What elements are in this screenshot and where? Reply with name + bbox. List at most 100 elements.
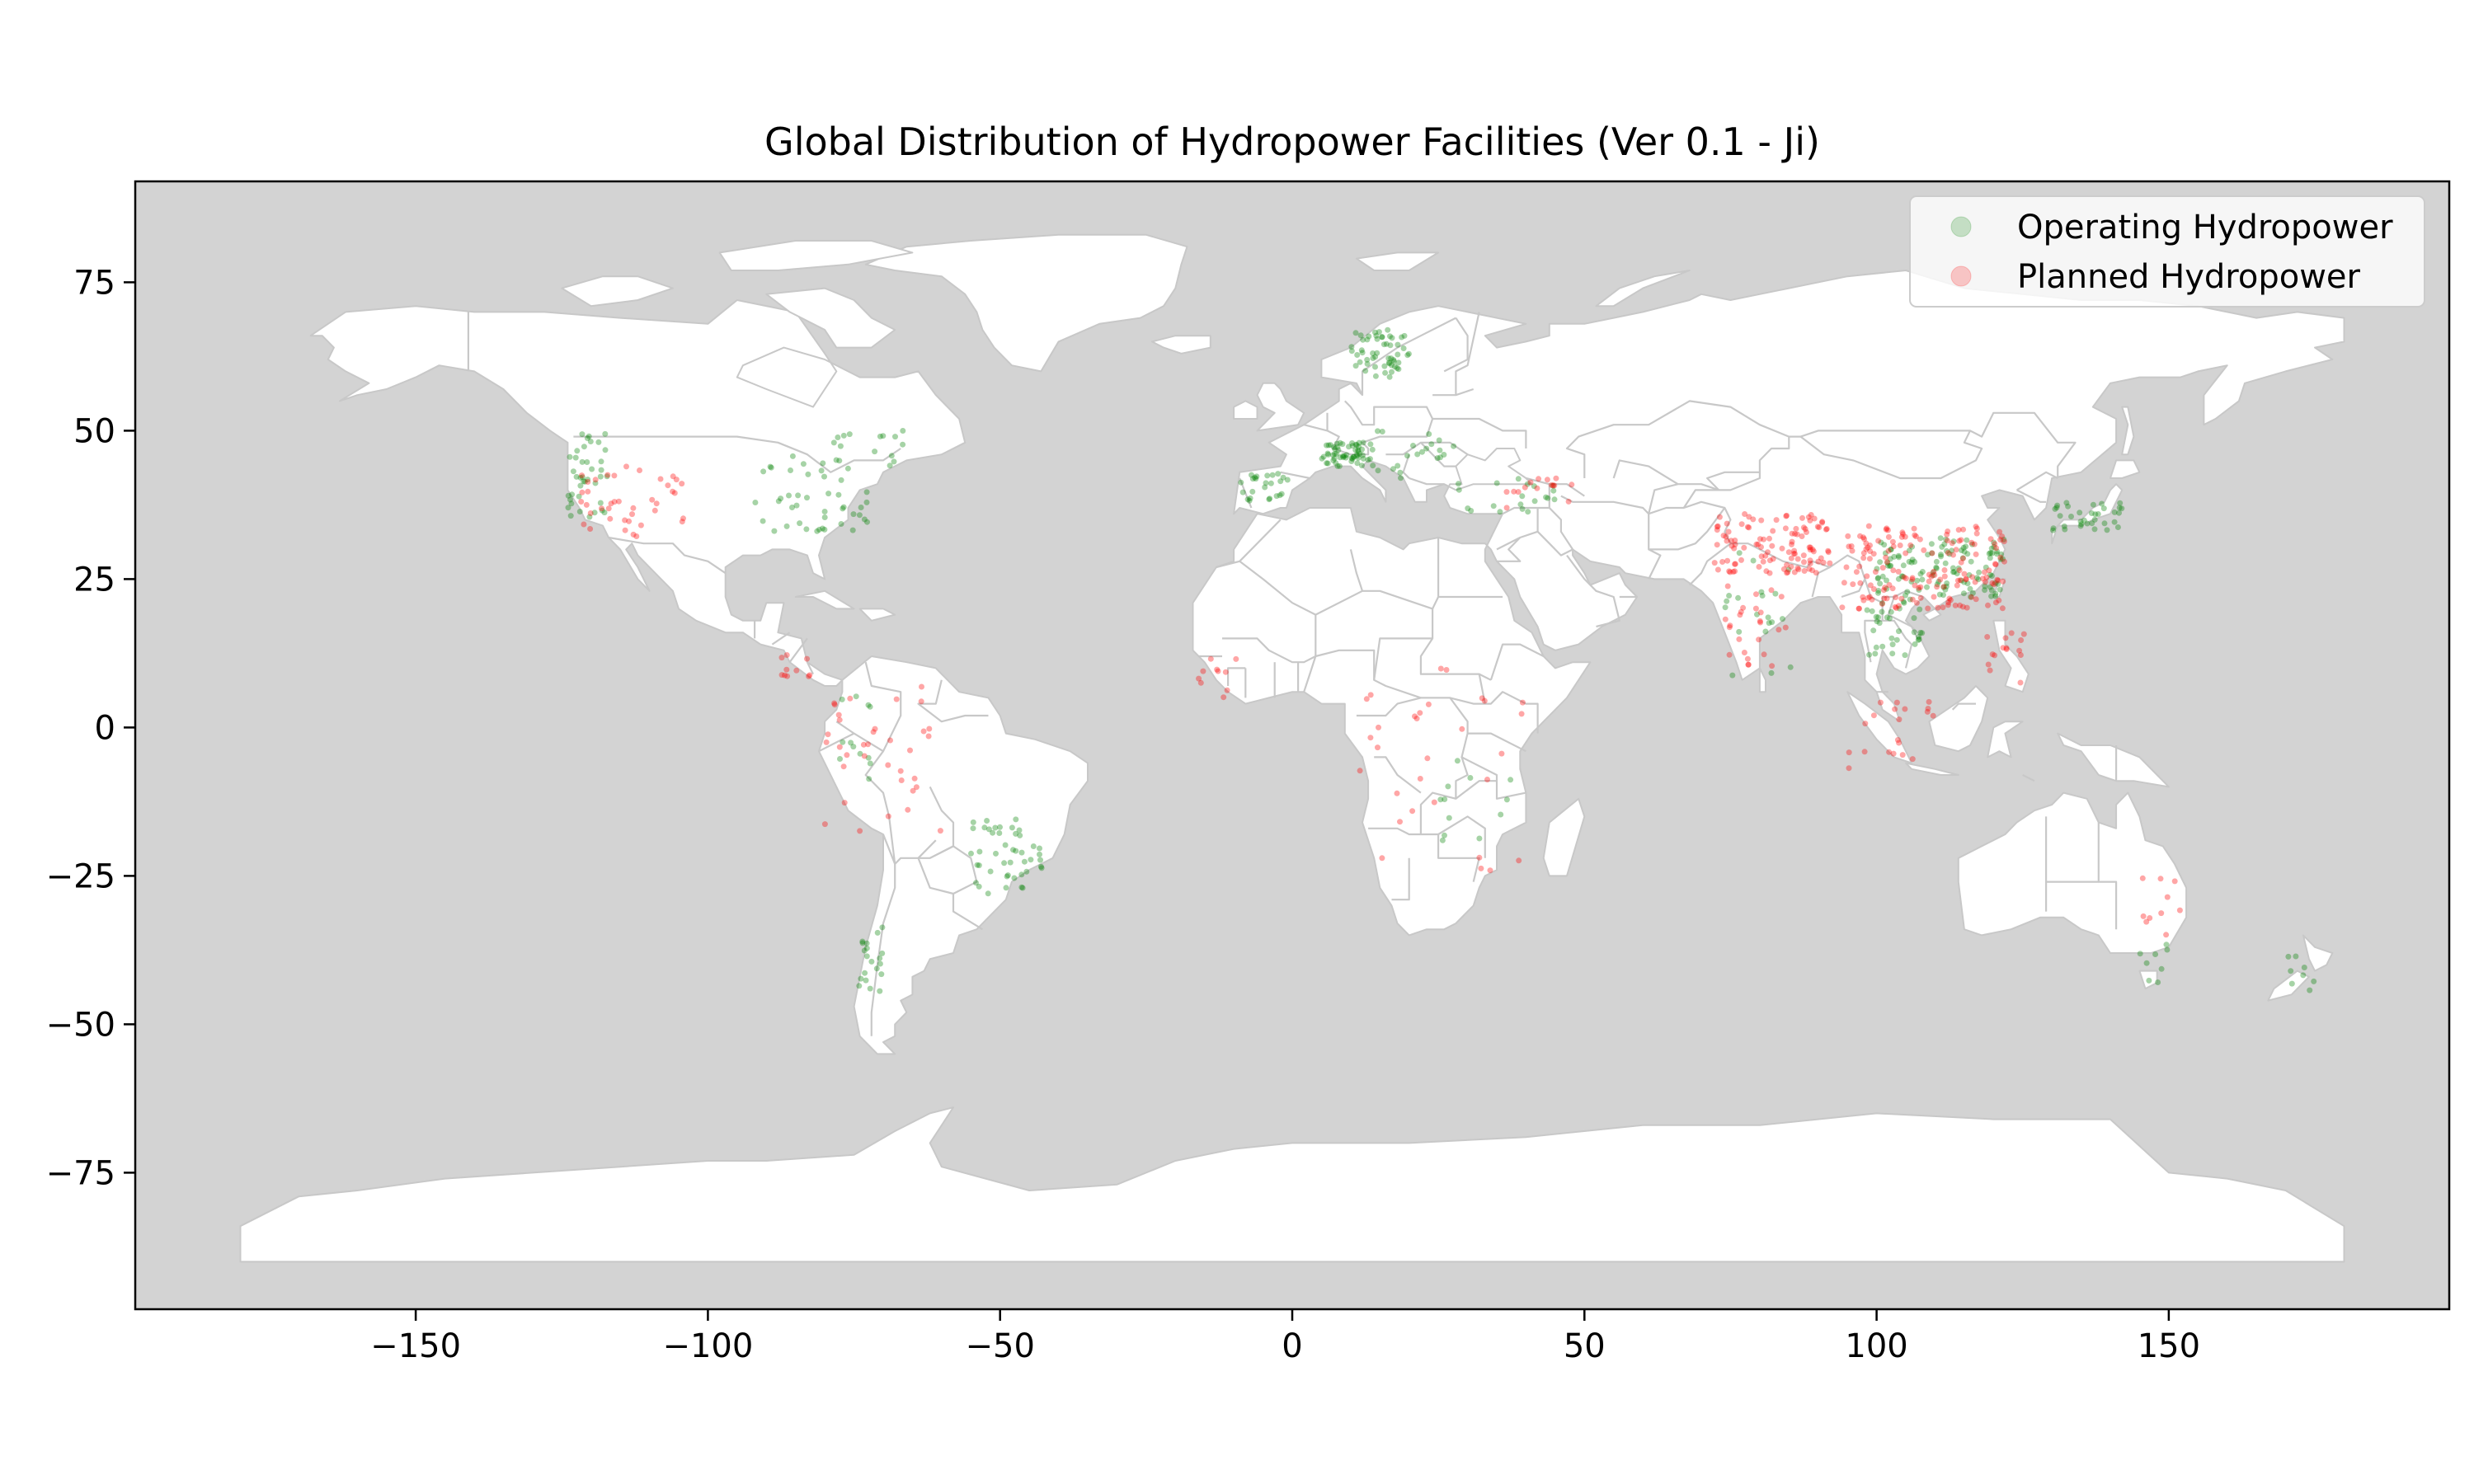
facility-point — [1950, 569, 1956, 575]
country-border — [1385, 441, 1469, 456]
facility-point — [1807, 557, 1813, 564]
facility-point — [1762, 628, 1769, 635]
country-border — [1420, 442, 1456, 467]
country-border — [1612, 436, 1790, 491]
country-border — [1455, 312, 1480, 396]
facility-point — [1375, 428, 1380, 434]
facility-point — [1038, 865, 1045, 871]
facility-point — [1846, 543, 1852, 550]
facility-point — [598, 458, 604, 465]
facility-point — [1902, 533, 1908, 540]
facility-point — [1233, 655, 1239, 662]
facility-point — [1946, 595, 1953, 602]
country-border — [1349, 549, 1364, 592]
facility-point — [1909, 575, 1916, 581]
facility-point — [1960, 544, 1967, 551]
facility-point — [1929, 550, 1935, 556]
facility-point — [1360, 336, 1366, 343]
facility-point — [1937, 535, 1944, 542]
facility-point — [2139, 875, 2146, 881]
facility-point — [968, 850, 974, 857]
facility-points — [565, 326, 2317, 994]
facility-point — [1752, 605, 1759, 612]
country-border — [1565, 400, 2077, 478]
facility-point — [1394, 790, 1400, 796]
facility-point — [1963, 576, 1969, 583]
facility-point — [1360, 455, 1366, 462]
facility-point — [1916, 636, 1922, 642]
facility-point — [2095, 511, 2101, 517]
facility-point — [1269, 472, 1276, 478]
facility-point — [589, 466, 595, 472]
facility-point — [2104, 527, 2110, 533]
facility-point — [1782, 624, 1789, 631]
facility-point — [1900, 531, 1906, 538]
legend-marker-planned — [1950, 265, 1972, 287]
facility-point — [1818, 555, 1824, 561]
facility-point — [1957, 577, 1964, 584]
facility-point — [850, 511, 857, 518]
facility-point — [2000, 556, 2006, 562]
facility-point — [1783, 513, 1790, 519]
land-sri-lanka — [1758, 667, 1766, 693]
facility-point — [1937, 576, 1944, 583]
country-border — [1361, 317, 1456, 396]
facility-point — [848, 740, 854, 746]
facility-point — [1365, 457, 1371, 463]
x-tick-label: −150 — [370, 1327, 461, 1365]
facility-point — [1553, 475, 1559, 481]
facility-point — [1337, 439, 1343, 446]
facility-point — [1741, 544, 1747, 551]
facility-point — [1994, 551, 2000, 557]
facility-point — [1912, 533, 1919, 540]
facility-point — [836, 716, 843, 723]
facility-point — [1004, 872, 1011, 879]
facility-point — [1196, 675, 1202, 682]
facility-point — [1372, 373, 1379, 379]
land-greenland — [864, 233, 1188, 373]
facility-point — [885, 762, 891, 768]
country-border — [806, 661, 814, 675]
facility-point — [800, 461, 807, 467]
facility-point — [1909, 576, 1916, 583]
facility-point — [1863, 540, 1870, 547]
facility-point — [1807, 544, 1813, 551]
facility-point — [1490, 503, 1497, 510]
facility-point — [1725, 528, 1732, 535]
facility-point — [2101, 520, 2108, 527]
facility-point — [1917, 629, 1924, 636]
facility-point — [1386, 360, 1393, 367]
facility-point — [1037, 845, 1042, 852]
facility-point — [1816, 524, 1823, 531]
country-border — [917, 679, 989, 723]
facility-point — [1731, 545, 1738, 552]
facility-point — [1723, 533, 1729, 540]
facility-point — [1207, 655, 1214, 662]
facility-point — [1719, 559, 1726, 565]
facility-point — [630, 531, 637, 538]
facility-point — [1410, 443, 1416, 448]
facility-point — [900, 441, 906, 448]
facility-point — [1839, 604, 1846, 611]
facility-point — [1964, 551, 1971, 557]
facility-point — [592, 477, 599, 483]
facility-point — [2077, 519, 2084, 525]
facility-point — [2088, 510, 2095, 516]
facility-point — [1735, 594, 1742, 601]
facility-point — [574, 448, 581, 454]
facility-point — [1968, 539, 1975, 546]
facility-point — [1357, 768, 1363, 774]
facility-point — [2301, 965, 2307, 970]
facility-point — [1413, 716, 1420, 721]
facility-point — [1879, 643, 1886, 650]
facility-point — [1992, 652, 1998, 659]
facility-point — [679, 481, 685, 487]
facility-point — [1459, 726, 1465, 732]
facility-point — [767, 463, 774, 470]
facility-point — [797, 520, 803, 527]
facility-point — [1789, 538, 1795, 545]
facility-point — [825, 491, 832, 497]
facility-point — [1997, 537, 2004, 543]
facility-point — [1792, 551, 1798, 557]
facility-point — [910, 787, 916, 794]
